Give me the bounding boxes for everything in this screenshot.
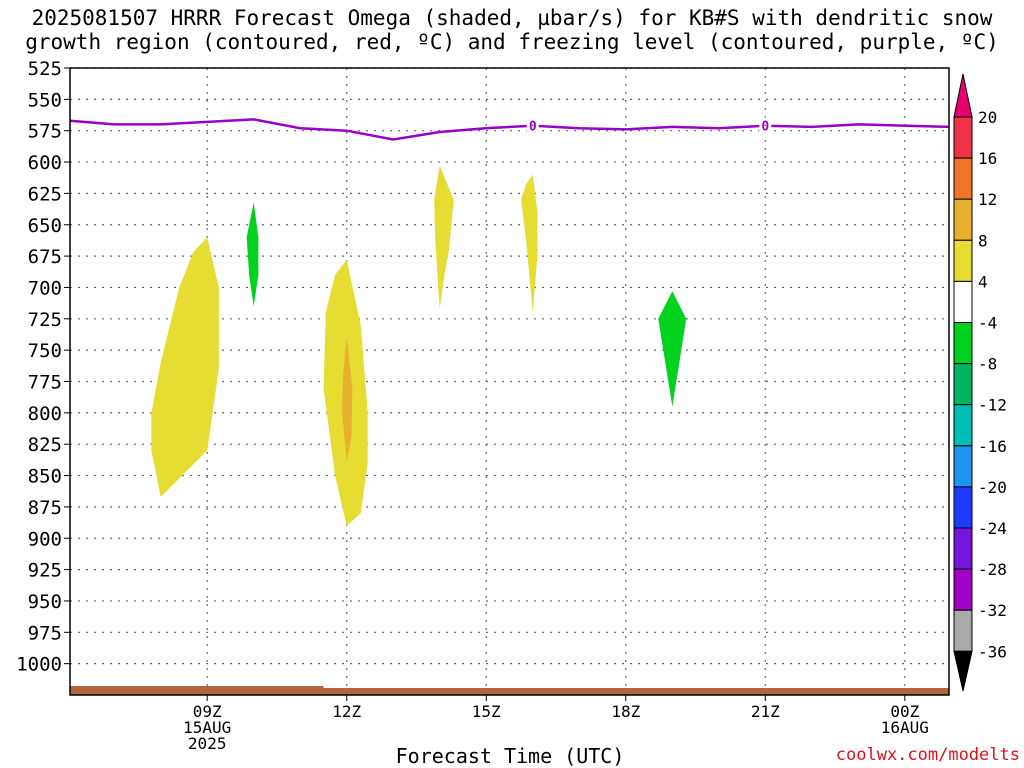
colorbar-segment xyxy=(953,198,973,241)
y-tick-label: 600 xyxy=(28,152,62,174)
colorbar-segment xyxy=(953,404,973,447)
freezing-level-label: 0 xyxy=(761,120,769,135)
terrain-layer xyxy=(70,686,949,695)
omega-region xyxy=(151,237,219,497)
colorbar-segment xyxy=(953,609,973,652)
omega-region xyxy=(521,174,538,313)
colorbar-label: -24 xyxy=(978,519,1007,538)
colorbar-segment xyxy=(953,445,973,488)
x-tick-label: 12Z xyxy=(332,702,361,721)
colorbar-segment xyxy=(953,157,973,200)
y-tick-label: 850 xyxy=(28,466,62,488)
terrain-surface-raised xyxy=(70,686,324,688)
colorbar-label: 16 xyxy=(978,149,997,168)
colorbar-label: -8 xyxy=(978,355,997,374)
colorbar-segment xyxy=(953,486,973,529)
credit-link[interactable]: coolwx.com/modelts xyxy=(835,745,1020,765)
colorbar-segment xyxy=(953,239,973,282)
y-tick-label: 825 xyxy=(28,434,62,456)
freezing-label-bg xyxy=(759,117,772,134)
y-tick-label: 700 xyxy=(28,277,62,299)
y-tick-label: 875 xyxy=(28,497,62,519)
y-tick-label: 800 xyxy=(28,403,62,425)
y-tick-label: 650 xyxy=(28,215,62,237)
y-tick-label: 550 xyxy=(28,89,62,111)
colorbar-segment xyxy=(953,527,973,570)
colorbar-bottom-arrow xyxy=(953,650,973,692)
y-axis: 525 550 575 600 625 650 675 700 725 750 775 800 825 8… xyxy=(16,58,70,676)
colorbar-label: -12 xyxy=(978,396,1007,415)
y-tick-label: 900 xyxy=(28,528,62,550)
y-tick-label: 1000 xyxy=(16,654,62,676)
y-tick-label: 975 xyxy=(28,622,62,644)
y-tick-label: 725 xyxy=(28,309,62,331)
x-tick-label: 15AUG xyxy=(183,718,231,737)
title-line-2: growth region (contoured, red, ºC) and f… xyxy=(25,30,999,54)
title-line-1: 2025081507 HRRR Forecast Omega (shaded, … xyxy=(31,6,993,30)
x-tick-label: 21Z xyxy=(751,702,780,721)
y-tick-label: 525 xyxy=(28,58,62,80)
colorbar-segment xyxy=(953,568,973,611)
x-tick-label: 15Z xyxy=(472,702,501,721)
freezing-level-label: 0 xyxy=(529,120,537,135)
x-tick-label: 00Z xyxy=(890,702,919,721)
colorbar-segment xyxy=(953,363,973,406)
y-tick-label: 925 xyxy=(28,560,62,582)
colorbar-label: -16 xyxy=(978,437,1007,456)
colorbar-segment xyxy=(953,116,973,159)
y-tick-label: 750 xyxy=(28,340,62,362)
y-tick-label: 575 xyxy=(28,121,62,143)
colorbar: 20 16 12 8 4 -4 -8 -12 -16 -20 -24 -28 -32 -36 xyxy=(953,73,1007,692)
x-tick-label: 09Z xyxy=(193,702,222,721)
colorbar-label: -32 xyxy=(978,601,1007,620)
colorbar-label: -20 xyxy=(978,478,1007,497)
colorbar-label: 20 xyxy=(978,108,997,127)
colorbar-segment xyxy=(953,280,973,323)
freezing-level-line xyxy=(69,118,950,141)
x-tick-label: 16AUG xyxy=(881,718,929,737)
x-tick-label: 2025 xyxy=(188,734,227,753)
colorbar-label: -28 xyxy=(978,560,1007,579)
x-tick-label: 18Z xyxy=(611,702,640,721)
y-tick-label: 675 xyxy=(28,246,62,268)
y-tick-label: 775 xyxy=(28,372,62,394)
y-tick-label: 950 xyxy=(28,591,62,613)
omega-region xyxy=(246,202,259,307)
colorbar-label: 12 xyxy=(978,190,997,209)
omega-shaded-regions xyxy=(151,165,687,526)
freezing-label-bg xyxy=(526,117,539,134)
omega-region xyxy=(658,291,687,407)
colorbar-segment xyxy=(953,322,973,365)
colorbar-label: -4 xyxy=(978,314,997,333)
colorbar-label: -36 xyxy=(978,642,1007,661)
omega-region xyxy=(342,337,353,461)
x-axis-label: Forecast Time (UTC) xyxy=(395,744,625,768)
y-tick-label: 625 xyxy=(28,183,62,205)
terrain-surface xyxy=(70,688,949,695)
chart-title: 2025081507 HRRR Forecast Omega (shaded, … xyxy=(0,6,1024,54)
colorbar-label: 8 xyxy=(978,231,988,250)
colorbar-label: 4 xyxy=(978,272,988,291)
omega-region xyxy=(434,165,454,309)
colorbar-top-arrow xyxy=(953,73,973,118)
